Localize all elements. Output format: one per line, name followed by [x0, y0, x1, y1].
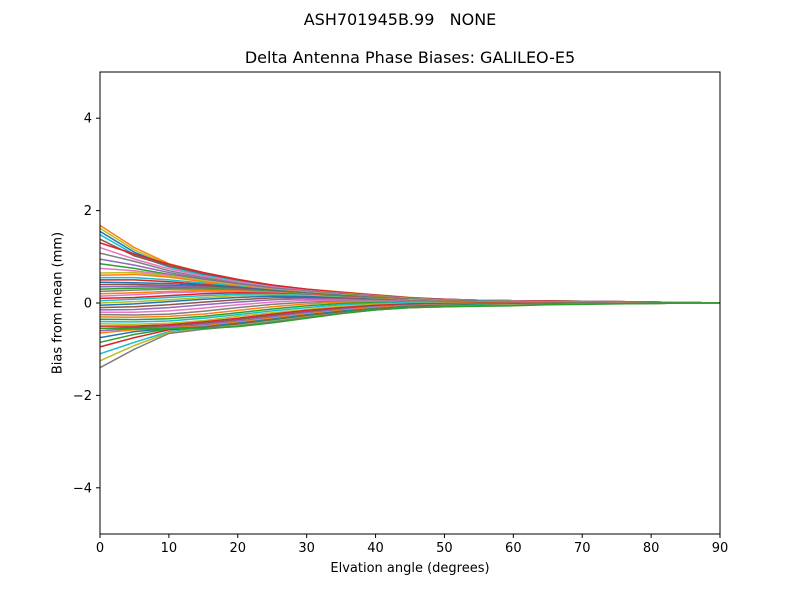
series-line-45 [99, 302, 720, 330]
axis-ticks: 0 10 20 30 40 50 60 70 80 90 −4 −2 0 2 4 [73, 112, 728, 556]
y-tick-label: −2 [73, 389, 92, 404]
x-tick-label: 60 [505, 541, 522, 556]
x-tick-label: 70 [574, 541, 591, 556]
y-axis-label: Bias from mean (mm) [50, 231, 66, 375]
figure-suptitle: ASH701945B.99 NONE [303, 10, 497, 29]
y-tick-label: 2 [84, 204, 92, 219]
chart-title: Delta Antenna Phase Biases: GALILEO-E5 [244, 48, 576, 67]
series-lines [99, 224, 721, 369]
y-tick-label: 4 [84, 112, 92, 127]
y-tick-label: 0 [84, 297, 92, 312]
x-tick-label: 0 [96, 541, 104, 556]
x-tick-label: 10 [161, 541, 178, 556]
x-tick-label: 90 [712, 541, 729, 556]
x-tick-label: 50 [436, 541, 453, 556]
x-tick-label: 40 [367, 541, 384, 556]
x-tick-label: 20 [230, 541, 247, 556]
y-tick-label: −4 [73, 481, 92, 496]
x-tick-label: 80 [643, 541, 660, 556]
x-axis-label: Elvation angle (degrees) [330, 561, 490, 576]
x-tick-label: 30 [298, 541, 315, 556]
